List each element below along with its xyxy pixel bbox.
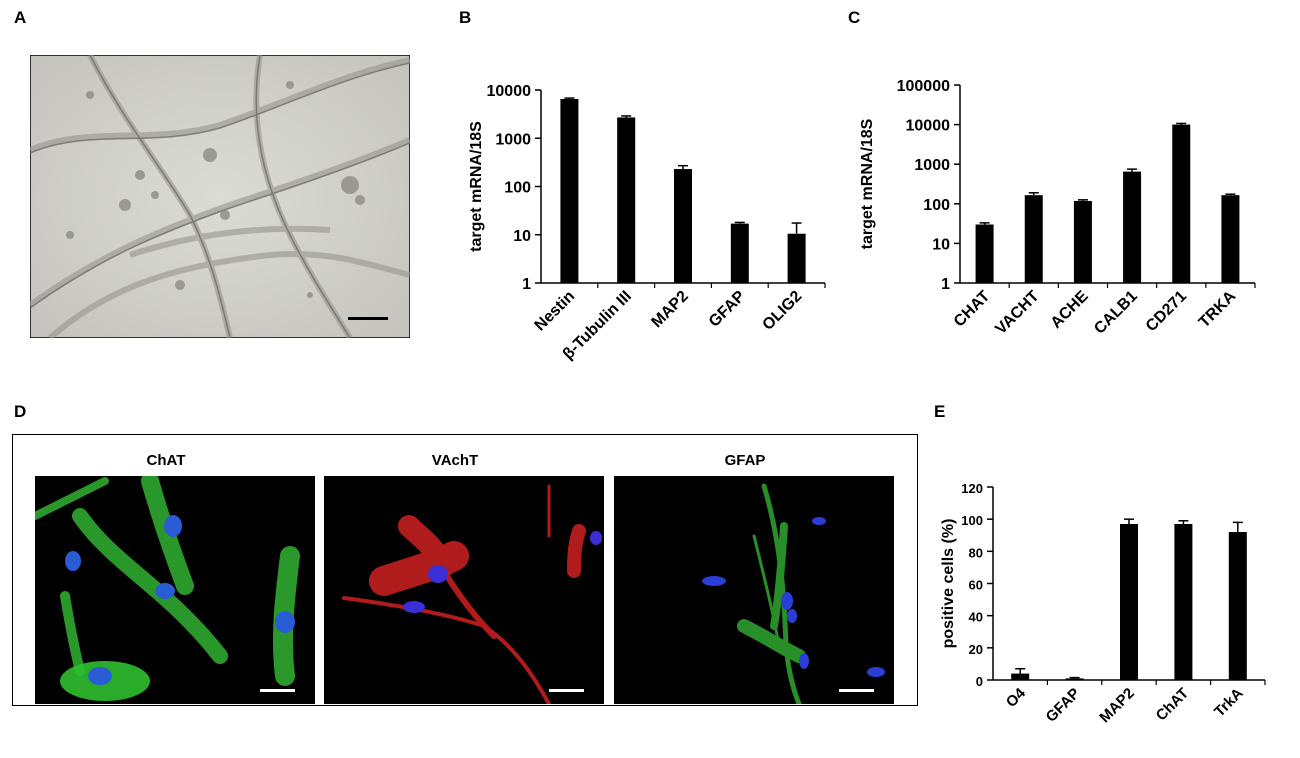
fluorescence-image-vacht	[324, 476, 604, 704]
category-label: CHAT	[951, 288, 994, 331]
fluorescence-title-vacht: VAchT	[431, 452, 479, 469]
y-axis-label: positive cells (%)	[940, 519, 957, 649]
category-label: MAP2	[648, 288, 692, 332]
category-label: GFAP	[706, 288, 749, 331]
bar	[1120, 523, 1138, 680]
bar	[1221, 195, 1240, 283]
category-label: ChAT	[1153, 685, 1193, 725]
fluorescence-image-gfap	[614, 476, 894, 704]
panel-label-d: D	[14, 402, 27, 421]
y-tick-label: 100	[504, 180, 531, 197]
y-tick-label: 1000	[495, 131, 531, 148]
y-tick-label: 1	[522, 276, 531, 293]
y-tick-label: 60	[969, 578, 983, 593]
y-tick-label: 120	[961, 481, 983, 496]
bar	[1024, 195, 1043, 283]
bar	[1174, 523, 1193, 680]
category-label: Nestin	[532, 288, 579, 335]
y-tick-label: 10	[932, 236, 950, 253]
fluorescence-title-chat: ChAT	[146, 452, 186, 469]
chart-e: 0 20 40 60 80 100 120 positive cells (%) O4 GFAP M…	[940, 481, 1266, 726]
bar	[674, 169, 692, 283]
panel-label-e: E	[934, 402, 946, 421]
phase-contrast-micrograph	[30, 55, 410, 338]
y-tick-label: 1000	[914, 157, 950, 174]
category-label: GFAP	[1043, 685, 1084, 726]
chart-c: 1 10 100 1000 10000 100000 target mRNA/18S CHAT…	[859, 78, 1256, 338]
y-tick-label: 100000	[897, 78, 950, 95]
y-axis-label: target mRNA/18S	[468, 121, 485, 252]
bar	[1123, 171, 1142, 283]
bar	[617, 117, 636, 283]
category-label: OLIG2	[759, 288, 805, 334]
bar	[787, 233, 806, 283]
y-axis-label: target mRNA/18S	[859, 118, 876, 249]
y-tick-label: 10	[513, 228, 531, 245]
y-tick-label: 40	[969, 610, 983, 625]
bar	[1073, 200, 1092, 283]
y-tick-label: 10000	[487, 83, 532, 100]
category-label: CD271	[1143, 288, 1190, 335]
category-label: TrkA	[1211, 685, 1247, 721]
category-label: ACHE	[1048, 288, 1092, 332]
category-label: O4	[1003, 684, 1030, 711]
bar	[975, 224, 994, 283]
fluorescence-title-gfap: GFAP	[724, 452, 766, 469]
bar	[730, 223, 749, 283]
y-tick-label: 1	[941, 276, 950, 293]
y-tick-label: 100	[961, 513, 983, 528]
bar	[560, 99, 579, 283]
category-label: TRKA	[1196, 287, 1240, 331]
immunofluorescence-frame	[12, 434, 918, 706]
bar	[1172, 124, 1191, 283]
y-tick-label: 10000	[906, 118, 951, 135]
y-tick-label: 80	[969, 545, 983, 560]
y-tick-label: 0	[976, 674, 983, 689]
y-tick-label: 100	[923, 197, 950, 214]
y-tick-label: 20	[969, 642, 983, 657]
bar	[1228, 532, 1247, 680]
fluorescence-image-chat	[35, 476, 315, 704]
category-label: CALB1	[1091, 288, 1141, 338]
panel-label-b: B	[459, 8, 472, 27]
category-label: VACHT	[992, 288, 1042, 338]
bar	[1065, 678, 1084, 680]
category-label: MAP2	[1096, 685, 1137, 726]
panel-label-c: C	[848, 8, 861, 27]
bar	[1011, 673, 1030, 680]
panel-label-a: A	[14, 8, 27, 27]
